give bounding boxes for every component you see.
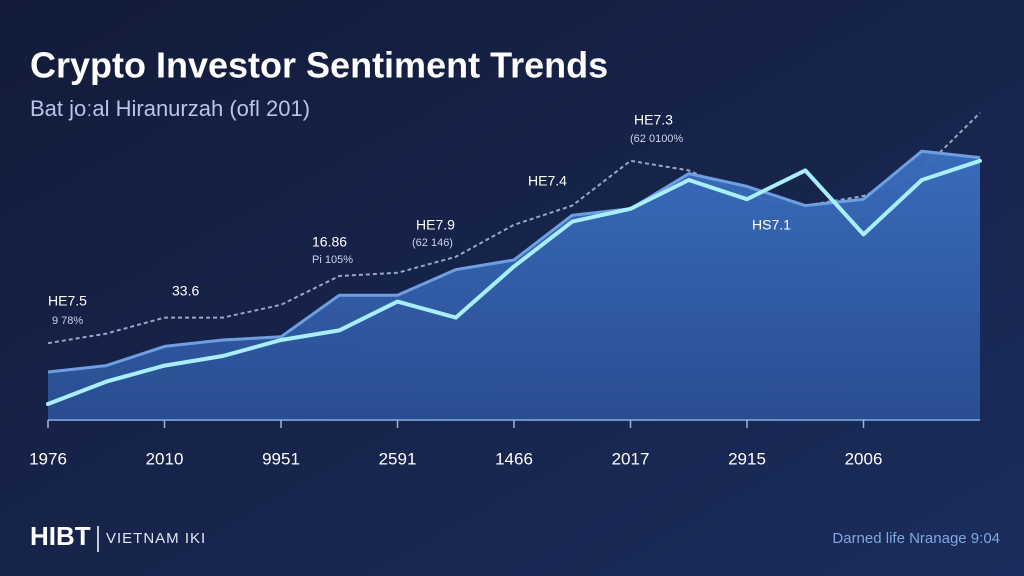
- annotation: Pi 105%: [312, 254, 353, 266]
- line: [47, 149, 981, 374]
- x-tick-label: 2010: [146, 449, 184, 468]
- annotation: 9 78%: [52, 315, 83, 327]
- annotation: 16.86: [312, 234, 347, 250]
- annotation: HE7.9: [416, 217, 455, 233]
- annotation: HE7.5: [48, 293, 87, 309]
- x-tick-label: 1466: [495, 449, 533, 468]
- footer-tag: VIETNAM IKI: [106, 530, 206, 547]
- x-tick-label: 2006: [845, 449, 883, 468]
- plot: 1976 2010 9951 2591 1466 2017 2915 2006: [29, 112, 982, 468]
- footer-note: Darned life Nranage 9:04: [832, 530, 1000, 547]
- line: [46, 158, 982, 406]
- x-tick-label: 1976: [29, 449, 67, 468]
- x-tick-label: 2591: [379, 449, 417, 468]
- x-tick-label: 2017: [612, 449, 650, 468]
- annotation: (62 146): [412, 237, 453, 249]
- x-tick-label: 9951: [262, 449, 300, 468]
- footer-brand: HIBT: [30, 521, 91, 551]
- annotation: HS7.1: [752, 217, 791, 233]
- x-tick-label: 2915: [728, 449, 766, 468]
- annotation: 33.6: [172, 283, 199, 299]
- annotation: (62 0100%: [630, 133, 683, 145]
- area: [48, 151, 980, 420]
- annotation: HE7.4: [528, 173, 567, 189]
- chart-subtitle: Bat joːal Hiranurzah (ofl 201): [30, 96, 310, 121]
- annotations: HE7.5 9 78% 33.6 16.86 Pi 105% HE7.9 (62…: [48, 112, 791, 327]
- annotation: HE7.3: [634, 112, 673, 128]
- chart-title: Crypto Investor Sentiment Trends: [30, 45, 608, 86]
